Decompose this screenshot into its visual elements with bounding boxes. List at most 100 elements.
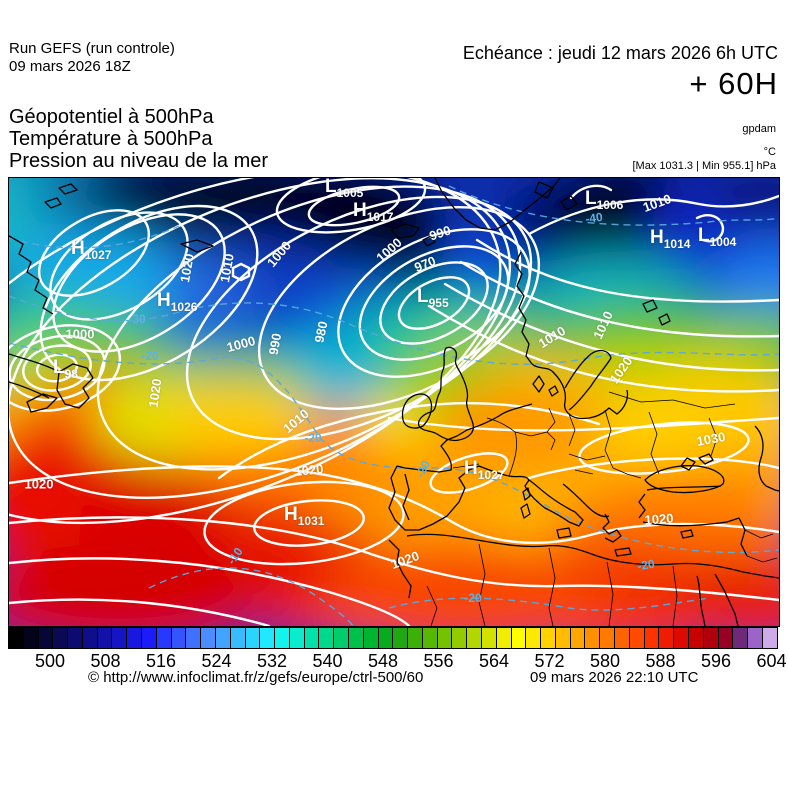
- product-line-temperature: Température à 500hPa: [9, 128, 213, 150]
- product-line-pressure: Pression au niveau de la mer: [9, 150, 269, 172]
- generation-time: 09 mars 2026 22:10 UTC: [530, 669, 699, 686]
- colorbar-tick: 540: [312, 651, 343, 671]
- colorbar-cell: [762, 628, 777, 648]
- colorbar-tick: 596: [700, 651, 732, 671]
- colorbar-cell: [127, 628, 143, 648]
- copyright-url: © http://www.infoclimat.fr/z/gefs/europe…: [88, 669, 424, 686]
- colorbar-cell: [334, 628, 349, 648]
- colorbar-cell: [511, 628, 527, 648]
- colorbar-cell: [319, 628, 335, 648]
- pressure-system-label: L1006: [585, 188, 624, 212]
- colorbar-cell: [171, 628, 187, 648]
- isobar-label: 1020: [24, 476, 54, 492]
- colorbar-cell: [112, 628, 128, 648]
- run-date: 09 mars 2026 18Z: [9, 58, 131, 75]
- temperature-label: -20: [464, 591, 482, 605]
- colorbar-cell: [688, 628, 704, 648]
- colorbar-cell: [245, 628, 261, 648]
- colorbar-cell: [615, 628, 630, 648]
- colorbar-cell: [82, 628, 98, 648]
- lead-time: + 60H: [689, 66, 778, 101]
- colorbar-tick: 532: [256, 651, 288, 671]
- pressure-system-label: H1027: [464, 458, 505, 482]
- colorbar-cell: [186, 628, 202, 648]
- colorbar-cell: [437, 628, 453, 648]
- pressure-system-label: L1005: [325, 177, 364, 200]
- colorbar-cell: [38, 628, 54, 648]
- pressure-system-label: H1031: [284, 504, 325, 528]
- colorbar-tick: 508: [90, 651, 121, 671]
- colorbar-cell: [482, 628, 497, 648]
- colorbar-cell: [452, 628, 468, 648]
- colorbar-cell: [215, 628, 231, 648]
- colorbar-cell: [467, 628, 482, 648]
- colorbar-cell: [600, 628, 616, 648]
- colorbar-cell: [496, 628, 512, 648]
- colorbar-tick: 588: [645, 651, 676, 671]
- colorbar-cell: [201, 628, 216, 648]
- country-borders: [426, 391, 778, 626]
- temperature-label: -20: [141, 349, 159, 363]
- colorbar-cell: [703, 628, 719, 648]
- colorbar-cell: [674, 628, 689, 648]
- colorbar-cell: [629, 628, 645, 648]
- colorbar-cell: [9, 628, 24, 648]
- colorbar-cell: [393, 628, 409, 648]
- colorbar-cell: [156, 628, 172, 648]
- colorbar-cell: [23, 628, 39, 648]
- valid-time: Echéance : jeudi 12 mars 2026 6h UTC: [462, 43, 778, 63]
- colorbar-tick: 524: [201, 651, 232, 671]
- pressure-system-label: H1027: [71, 238, 112, 262]
- unit-geopotential: gpdam: [742, 123, 776, 135]
- colorbar-cell: [541, 628, 556, 648]
- colorbar-cell: [142, 628, 157, 648]
- temperature-label: -20: [636, 556, 656, 574]
- unit-temperature: °C: [763, 146, 776, 158]
- colorbar-cell: [275, 628, 290, 648]
- colorbar-cell: [260, 628, 276, 648]
- colorbar-cell: [555, 628, 571, 648]
- colorbar-cell: [53, 628, 69, 648]
- colorbar-cell: [644, 628, 660, 648]
- pressure-system-label: H1014: [650, 227, 691, 251]
- colorbar-tick: 572: [534, 651, 565, 671]
- pressure-system-label: L1004: [698, 225, 737, 249]
- temperature-label: -20: [304, 431, 322, 445]
- colorbar-tick: 604: [756, 651, 787, 671]
- colorbar-cell: [68, 628, 83, 648]
- colorbar-tick: 564: [478, 651, 510, 671]
- isobar-contours: [9, 178, 779, 626]
- colorbar-cell: [378, 628, 394, 648]
- colorbar-cell: [348, 628, 364, 648]
- colorbar-ticks: 500 508 516 524 532 540 548 556 564 572 580 588 596 6…: [0, 651, 788, 673]
- colorbar-cell: [659, 628, 675, 648]
- temperature-label: -40: [584, 209, 604, 227]
- colorbar-cell: [408, 628, 423, 648]
- isobar-label: 1020: [293, 461, 325, 479]
- colorbar: [8, 627, 778, 649]
- colorbar-tick: 516: [145, 651, 177, 671]
- product-line-geopotential: Géopotentiel à 500hPa: [9, 106, 214, 128]
- colorbar-cell: [97, 628, 113, 648]
- isobar-label: 1000: [65, 326, 95, 342]
- pressure-system-label: L98: [53, 357, 78, 381]
- colorbar-cell: [422, 628, 438, 648]
- colorbar-cell: [748, 628, 763, 648]
- temperature-contours: [9, 185, 779, 626]
- pressure-system-label: H1026: [157, 290, 198, 314]
- isobar-label: 1020: [644, 510, 674, 528]
- colorbar-tick: 548: [367, 651, 399, 671]
- temperature-label: -30: [128, 312, 146, 326]
- weather-map-svg: [9, 178, 779, 626]
- colorbar-cell: [230, 628, 246, 648]
- pressure-system-label: H1017: [353, 200, 394, 224]
- pressure-system-label: L955: [417, 286, 449, 310]
- colorbar-tick: 556: [423, 651, 454, 671]
- colorbar-cell: [304, 628, 320, 648]
- pressure-max-min: [Max 1031.3 | Min 955.1] hPa: [632, 160, 777, 172]
- run-label: Run GEFS (run controle): [9, 40, 175, 57]
- colorbar-tick: 500: [34, 651, 66, 671]
- weather-map: H1027 H1026 L1005 H1017 L955 L1006 H1014…: [8, 177, 780, 627]
- coastlines: [9, 178, 779, 626]
